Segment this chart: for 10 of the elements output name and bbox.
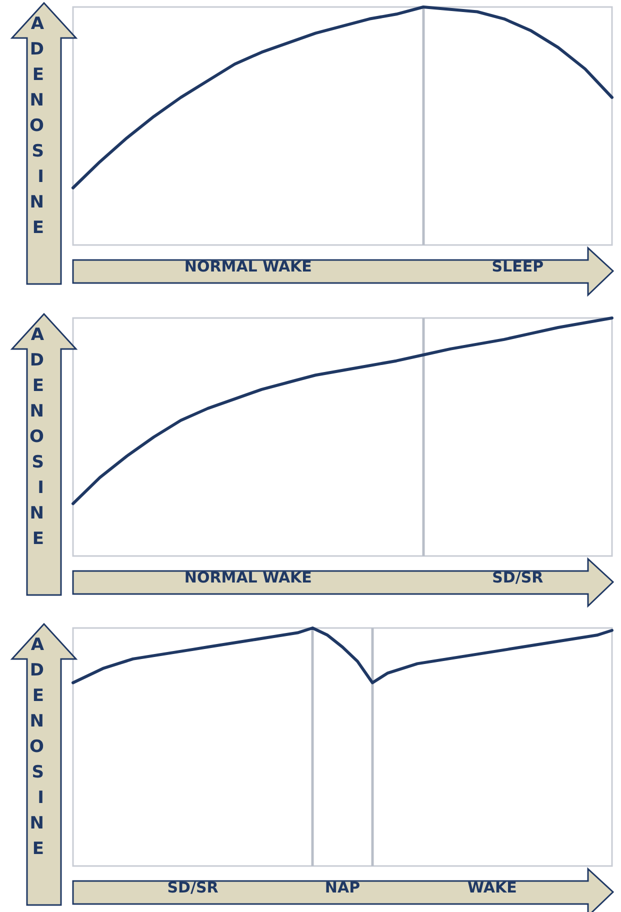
- text: NORMAL WAKE: [184, 258, 312, 276]
- text: SD/SR: [167, 878, 219, 896]
- text: ADENOSINE: [30, 635, 44, 859]
- text: WAKE: [468, 878, 517, 896]
- text: NORMAL WAKE: [184, 568, 312, 586]
- text: NAP: [324, 878, 360, 896]
- text: SLEEP: [492, 258, 544, 276]
- text: ADENOSINE: [30, 14, 44, 238]
- text: SD/SR: [492, 568, 544, 586]
- text: ADENOSINE: [30, 325, 44, 549]
